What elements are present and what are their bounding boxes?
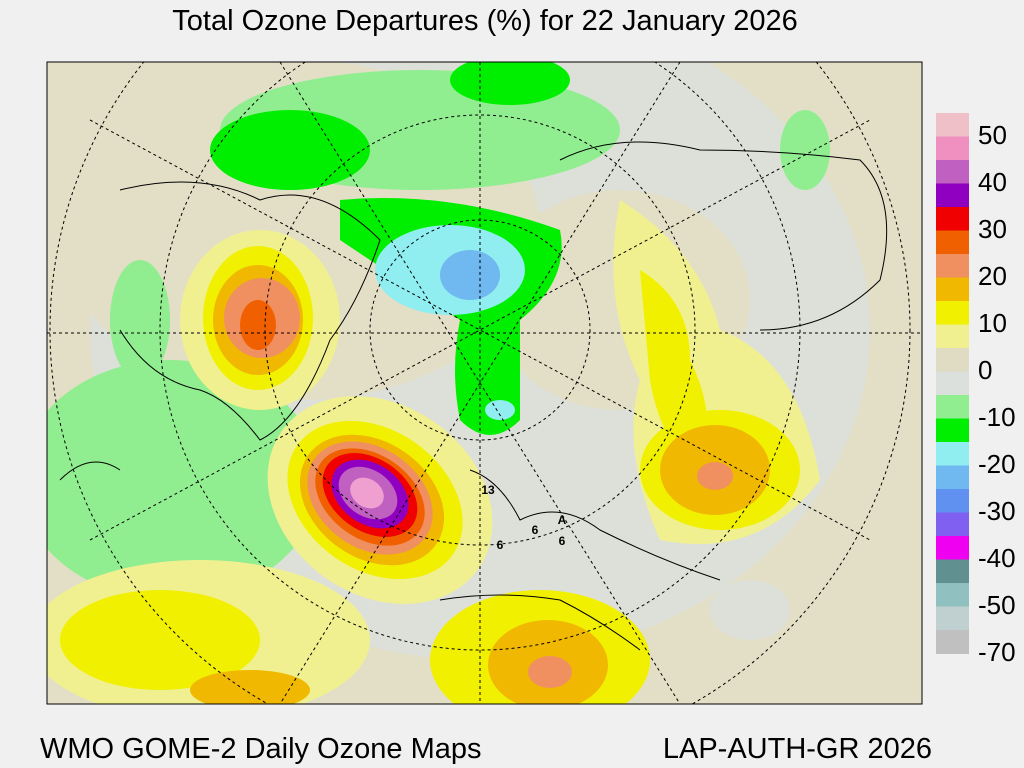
colorbar-swatch (936, 230, 969, 255)
colorbar-swatch (936, 348, 969, 372)
colorbar-swatch (936, 512, 969, 537)
colorbar-swatch (936, 630, 969, 654)
colorbar-label: -10 (978, 402, 1016, 432)
colorbar-label: -40 (978, 543, 1016, 573)
colorbar-label: -20 (978, 449, 1016, 479)
colorbar-swatch (936, 371, 969, 396)
colorbar-swatch (936, 207, 969, 231)
colorbar-swatch (936, 395, 969, 419)
colorbar-label: 0 (978, 355, 992, 385)
colorbar-swatch (936, 160, 969, 184)
colorbar-label: -30 (978, 496, 1016, 526)
colorbar-swatch (936, 559, 969, 584)
station-label: 6 (559, 534, 566, 548)
colorbar-swatch (936, 489, 969, 513)
map-frame (46, 61, 923, 705)
station-label: 6 (532, 523, 539, 537)
colorbar-swatch (936, 583, 969, 607)
colorbar-swatch (936, 465, 969, 490)
colorbar-swatch (936, 606, 969, 631)
colorbar-swatch (936, 136, 969, 161)
colorbar: 50 40 30 20 10 0 -10 -20 -30 -40 -50 -70 (936, 113, 1016, 667)
colorbar-swatch (936, 183, 969, 208)
title: Total Ozone Departures (%) for 22 Januar… (172, 5, 797, 37)
colorbar-swatch (936, 254, 969, 278)
colorbar-label: 20 (978, 261, 1007, 291)
station-label: A (558, 513, 567, 527)
colorbar-swatch (936, 113, 969, 137)
colorbar-swatch (936, 536, 969, 560)
colorbar-label: -50 (978, 590, 1016, 620)
colorbar-swatch (936, 418, 969, 443)
colorbar-swatch (936, 442, 969, 466)
colorbar-label: 10 (978, 308, 1007, 338)
station-label: 13 (481, 483, 495, 497)
map: 13 6 6 6 A (47, 62, 922, 704)
colorbar-swatch (936, 324, 969, 349)
colorbar-label: 30 (978, 214, 1007, 244)
station-label: 6 (497, 538, 504, 552)
colorbar-label: -70 (978, 637, 1016, 667)
colorbar-swatch (936, 301, 969, 325)
colorbar-label: 40 (978, 167, 1007, 197)
footer-left: WMO GOME-2 Daily Ozone Maps (40, 733, 482, 765)
colorbar-label: 50 (978, 120, 1007, 150)
colorbar-swatch (936, 277, 969, 302)
footer-right: LAP-AUTH-GR 2026 (663, 733, 932, 765)
